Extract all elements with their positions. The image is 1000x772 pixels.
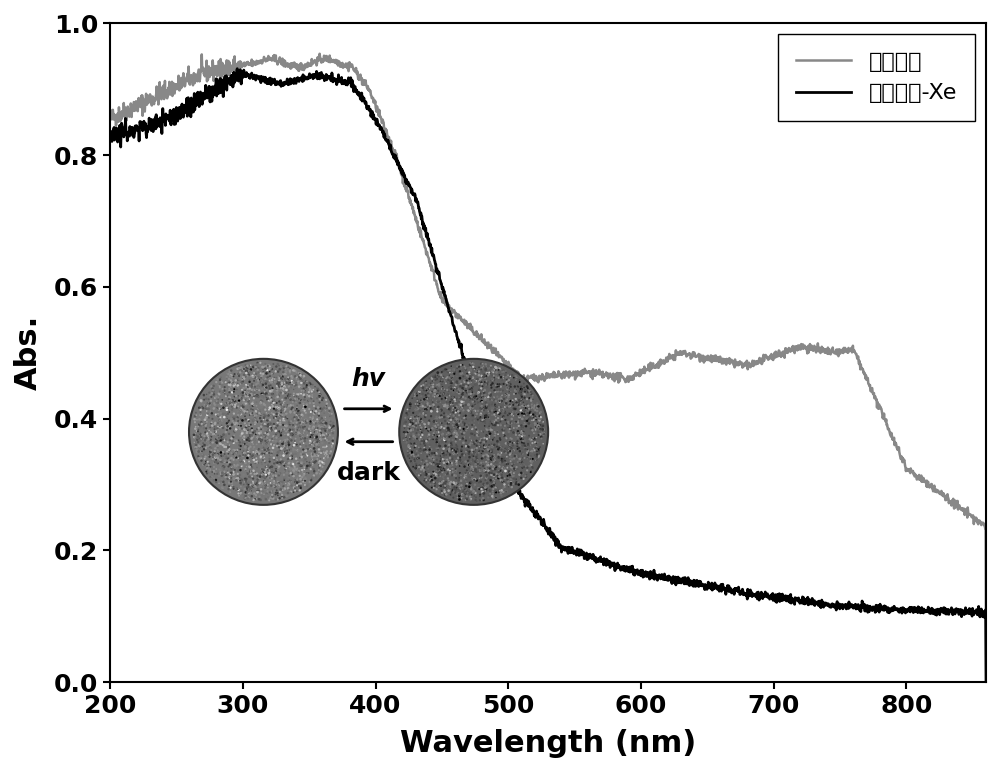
目标材料-Xe xyxy=(531,506,543,516)
目标材料 xyxy=(104,112,116,121)
目标材料-Xe xyxy=(149,123,161,132)
目标材料-Xe xyxy=(794,595,806,604)
Text: dark: dark xyxy=(337,462,401,486)
Legend: 目标材料, 目标材料-Xe: 目标材料, 目标材料-Xe xyxy=(778,35,975,121)
目标材料 xyxy=(955,505,967,514)
目标材料 xyxy=(794,342,806,351)
Ellipse shape xyxy=(189,359,338,505)
Y-axis label: Abs.: Abs. xyxy=(14,315,43,391)
目标材料 xyxy=(531,374,543,384)
目标材料-Xe xyxy=(231,64,243,73)
X-axis label: Wavelength (nm): Wavelength (nm) xyxy=(400,729,696,758)
目标材料-Xe xyxy=(507,482,519,491)
Ellipse shape xyxy=(399,359,548,505)
目标材料-Xe xyxy=(955,604,967,614)
目标材料 xyxy=(314,49,326,59)
目标材料 xyxy=(507,364,519,374)
目标材料-Xe xyxy=(980,677,992,686)
Text: hv: hv xyxy=(352,367,386,391)
目标材料 xyxy=(955,503,967,513)
Line: 目标材料: 目标材料 xyxy=(110,54,986,684)
目标材料-Xe xyxy=(955,608,967,618)
目标材料 xyxy=(149,93,161,103)
Line: 目标材料-Xe: 目标材料-Xe xyxy=(110,69,986,682)
目标材料 xyxy=(980,679,992,689)
目标材料-Xe xyxy=(104,130,116,140)
